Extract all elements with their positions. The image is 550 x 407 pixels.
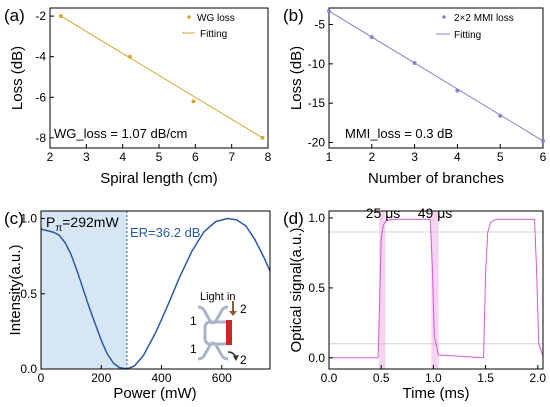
y-tick-label: 0.0	[20, 362, 37, 376]
inset-output-arrowhead-icon	[233, 355, 239, 361]
series-line	[329, 218, 544, 359]
mzi-inset: Light in 1 2 1 2	[190, 291, 247, 367]
panel-c: (c) 0 200 400 600 0.0 0.5 1.0 Power (mW) Inten…	[4, 209, 271, 402]
x-tick-label: 5	[497, 150, 504, 164]
annotation-wg-loss: WG_loss = 1.07 dB/cm	[54, 126, 187, 141]
legend-a: WG loss Fitting	[182, 13, 235, 40]
x-tick-label: 7	[228, 150, 235, 164]
y-axis-label-c: Intensity(a.u.)	[7, 245, 24, 336]
inset-port-top-left: 1	[190, 314, 197, 328]
highlight-region	[431, 211, 439, 369]
y-tick-label: -10	[308, 57, 326, 71]
ticks-d: 0.0 0.5 1.0 1.5 2.0 0.0 0.5 1.0	[308, 211, 546, 385]
annotation-fall-time: 49 μs	[418, 205, 453, 221]
panel-label-a: (a)	[4, 6, 25, 25]
annotation-er: ER=36.2 dB	[130, 225, 200, 240]
x-tick-label: 5	[156, 150, 163, 164]
annotation-p-pi: Pπ=292mW	[46, 214, 119, 234]
y-tick-label: -15	[308, 96, 326, 110]
panel-label-d: (d)	[283, 209, 304, 228]
x-tick-label: 2	[368, 150, 375, 164]
x-tick-label: 0	[38, 371, 45, 385]
legend-b: 2×2 MMI loss Fitting	[436, 13, 514, 41]
y-tick-label: -6	[35, 90, 46, 104]
series-line	[328, 10, 544, 142]
series-line	[60, 15, 263, 139]
annotation-mmi-loss: MMI_loss = 0.3 dB	[345, 126, 453, 141]
x-axis-label-a: Spiral length (cm)	[100, 170, 218, 187]
y-tick-label: 0.0	[308, 351, 325, 365]
y-tick-label: 0.5	[308, 281, 325, 295]
plot-frame-c	[40, 210, 271, 370]
panel-b: (b) 1 2 3 4 5 6 -5 -10 -15 -20 Number of branches…	[283, 6, 547, 187]
x-tick-label: 200	[91, 371, 111, 385]
inset-waveguide-bottom-left	[197, 341, 214, 361]
x-tick-label: 1.5	[477, 371, 494, 385]
legend-label-mmi-loss: 2×2 MMI loss	[454, 13, 514, 24]
x-tick-label: 0.0	[321, 371, 338, 385]
x-tick-label: 6	[540, 150, 547, 164]
x-tick-label: 1	[326, 150, 333, 164]
y-tick-label: -20	[308, 135, 326, 149]
ticks-c: 0 200 400 600 0.0 0.5 1.0	[20, 212, 232, 385]
annotation-rise-time: 25 μs	[366, 205, 401, 221]
panel-label-b: (b)	[283, 6, 304, 25]
y-tick-label: -5	[314, 18, 325, 32]
data-point	[191, 99, 196, 104]
highlight-regions-d	[379, 211, 439, 369]
data-point	[260, 135, 265, 140]
x-tick-label: 400	[152, 371, 172, 385]
inset-port-top-right: 2	[240, 302, 247, 316]
x-tick-label: 2.0	[529, 371, 546, 385]
y-tick-label: -4	[35, 50, 46, 64]
y-tick-label: 1.0	[20, 212, 37, 226]
panel-label-c: (c)	[4, 209, 24, 228]
inset-waveguide-bottom-right	[212, 341, 229, 361]
inset-light-in-label: Light in	[200, 291, 235, 303]
x-tick-label: 0.5	[373, 371, 390, 385]
legend-label-fitting-a: Fitting	[200, 29, 227, 40]
x-tick-label: 6	[192, 150, 199, 164]
legend-label-fitting-b: Fitting	[454, 30, 481, 41]
x-tick-label: 8	[265, 150, 272, 164]
legend-marker-wg-loss	[187, 15, 191, 19]
inset-port-bottom-left: 1	[190, 342, 197, 356]
x-tick-label: 600	[212, 371, 232, 385]
inset-phase-shifter	[226, 320, 232, 345]
x-axis-label-c: Power (mW)	[113, 385, 196, 402]
legend-label-wg-loss: WG loss	[197, 13, 235, 24]
inset-input-arrowhead-icon	[229, 311, 237, 316]
plot-frame-d	[328, 210, 544, 370]
marks-b	[327, 9, 545, 143]
panel-a: (a) 2 3 4 5 6 7 8 -2 -4 -6 -8 Spiral length (cm) L…	[4, 6, 272, 187]
marks-a	[58, 14, 265, 140]
x-axis-label-d: Time (ms)	[403, 385, 470, 402]
x-tick-label: 4	[119, 150, 126, 164]
legend-marker-mmi-loss	[442, 15, 446, 19]
y-axis-label-a: Loss (dB)	[9, 46, 26, 110]
y-axis-label-d: Optical signal(a.u.)	[288, 227, 305, 352]
x-tick-label: 1.0	[425, 371, 442, 385]
y-axis-label-b: Loss (dB)	[288, 46, 305, 110]
y-tick-label: 1.0	[308, 211, 325, 225]
x-tick-label: 2	[47, 150, 54, 164]
marks-d	[329, 218, 544, 359]
x-tick-label: 4	[454, 150, 461, 164]
inset-port-bottom-right: 2	[240, 353, 247, 367]
x-tick-label: 3	[411, 150, 418, 164]
plot-frame-b	[328, 7, 544, 149]
x-axis-label-b: Number of branches	[368, 170, 504, 187]
panel-d: (d) 0.0 0.5 1.0 1.5 2.0 0.0 0.5 1.0 Time (ms) O…	[283, 205, 546, 402]
highlight-region	[379, 211, 386, 369]
ticks-a: 2 3 4 5 6 7 8 -2 -4 -6 -8	[35, 9, 271, 164]
y-tick-label: 0.5	[20, 287, 37, 301]
x-tick-label: 3	[83, 150, 90, 164]
y-tick-label: -8	[35, 131, 46, 145]
y-tick-label: -2	[35, 9, 46, 23]
ticks-b: 1 2 3 4 5 6 -5 -10 -15 -20	[308, 18, 547, 164]
